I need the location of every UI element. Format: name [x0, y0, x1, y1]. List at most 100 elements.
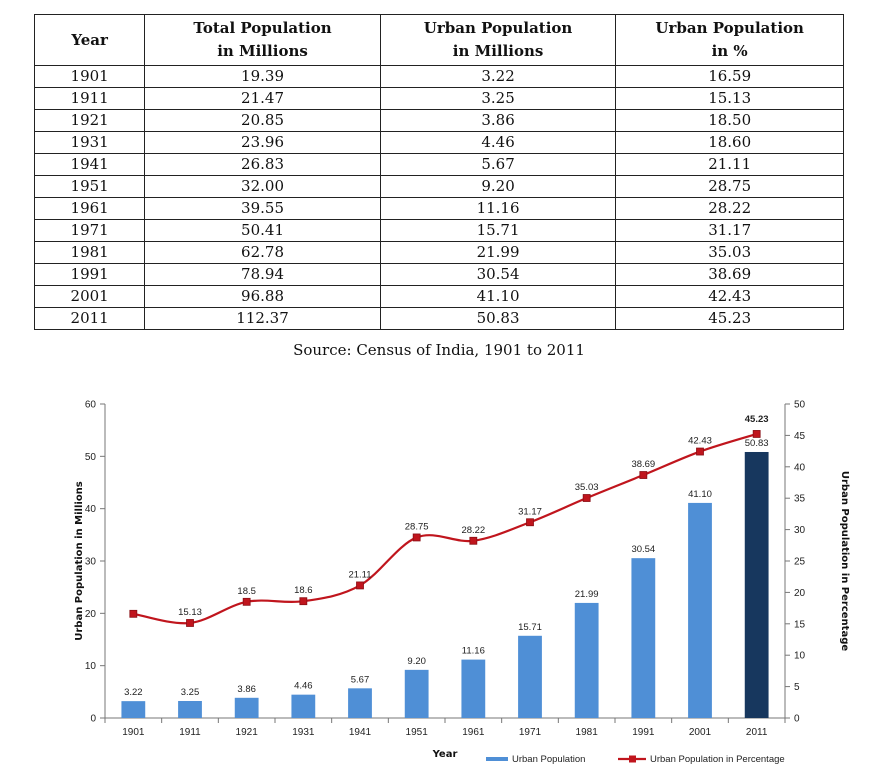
line-point [242, 597, 251, 606]
y-tick-label: 60 [85, 400, 97, 411]
column-header-line: in Millions [217, 42, 308, 60]
series-line-urban-percentage [133, 432, 757, 625]
table-row: 1951 32.00 9.20 28.75 [33, 175, 844, 198]
table-cell: 31.17 [615, 219, 844, 242]
table-cell: 28.75 [615, 175, 844, 198]
y-tick-label: 40 [85, 504, 97, 515]
bar-data-label: 5.67 [351, 674, 370, 685]
table-row: 1981 62.78 21.99 35.03 [33, 241, 844, 264]
line-data-label: 18.6 [294, 585, 313, 596]
table-cell: 1921 [33, 109, 146, 132]
y2-axis-title: Urban Population in Percentage [839, 471, 850, 651]
table-cell: 1901 [33, 65, 146, 88]
bar-data-label: 50.83 [745, 438, 769, 449]
x-tick-label: 1951 [406, 727, 429, 738]
table-row: 1931 23.96 4.46 18.60 [33, 131, 844, 154]
source-caption: Source: Census of India, 1901 to 2011 [293, 341, 585, 359]
table-cell: 39.55 [144, 197, 381, 220]
y2-tick-label: 50 [794, 400, 806, 411]
line-data-label: 21.11 [348, 569, 371, 580]
table-cell: 4.46 [379, 131, 617, 154]
table-cell: 21.47 [144, 87, 381, 110]
column-header-line: Year [71, 30, 108, 49]
table-cell: 78.94 [144, 263, 381, 286]
table-cell: 38.69 [615, 263, 844, 286]
line-point [469, 536, 478, 545]
bar-data-label: 41.10 [688, 489, 712, 500]
x-tick-label: 1921 [236, 727, 259, 738]
line-point [299, 597, 308, 606]
table-row: 1921 20.85 3.86 18.50 [33, 109, 844, 132]
table-cell: 32.00 [144, 175, 381, 198]
line-point [526, 518, 534, 527]
y2-tick-label: 35 [794, 494, 806, 505]
line-data-label: 18.5 [237, 586, 256, 597]
bar [631, 558, 656, 718]
y2-tick-label: 5 [794, 682, 800, 693]
y2-tick-label: 45 [794, 431, 806, 442]
table-cell: 28.22 [615, 197, 844, 220]
x-tick-label: 1901 [122, 727, 145, 738]
x-tick-label: 1941 [349, 727, 372, 738]
y2-tick-label: 0 [794, 714, 800, 725]
bar-data-label: 30.54 [631, 544, 655, 555]
table-cell: 11.16 [379, 197, 617, 220]
y-tick-label: 10 [85, 661, 97, 672]
y2-tick-label: 20 [794, 588, 806, 599]
x-tick-label: 1931 [292, 727, 315, 738]
table-cell: 18.60 [615, 131, 844, 154]
column-header-line: Urban Population [423, 19, 573, 37]
table-cell: 2001 [33, 285, 146, 308]
column-header-line: in Millions [452, 42, 544, 60]
column-header: Urban Population in Millions [379, 14, 617, 66]
line-point [582, 494, 591, 502]
table-cell: 35.03 [615, 241, 844, 264]
y-tick-label: 20 [85, 609, 97, 620]
bar-data-label: 9.20 [407, 656, 426, 667]
table-cell: 62.78 [144, 241, 381, 264]
bar-data-label: 15.71 [518, 622, 542, 633]
table-row: 2011 112.37 50.83 45.23 [33, 307, 844, 330]
table-cell: 50.41 [144, 219, 381, 242]
x-tick-label: 1911 [179, 727, 201, 738]
table-cell: 18.50 [615, 109, 844, 132]
table-cell: 26.83 [144, 153, 381, 176]
bar-data-label: 3.25 [181, 687, 200, 698]
bar-data-label: 3.86 [237, 684, 256, 695]
line-point [356, 581, 364, 590]
table-cell: 1911 [33, 87, 146, 110]
column-header-line: Urban Population [655, 19, 804, 37]
table-cell: 1961 [33, 197, 146, 220]
table-cell: 9.20 [379, 175, 617, 198]
table-row: 1941 26.83 5.67 21.11 [33, 153, 844, 176]
column-header-line: Total Population [193, 19, 332, 37]
line-point [412, 533, 421, 542]
column-header: Urban Population in % [615, 14, 844, 66]
column-header: Total Population in Millions [144, 14, 381, 66]
table-row: 1901 19.39 3.22 16.59 [33, 65, 844, 88]
y-tick-label: 30 [85, 557, 97, 568]
table-cell: 3.22 [379, 65, 617, 88]
table-row: 1971 50.41 15.71 31.17 [33, 219, 844, 242]
table-row: 2001 96.88 41.10 42.43 [33, 285, 844, 308]
table-cell: 2011 [33, 307, 146, 330]
table-cell: 112.37 [144, 307, 381, 330]
table-cell: 45.23 [615, 307, 844, 330]
line-data-label: 35.03 [575, 482, 599, 493]
population-table: Year Total Population in Millions Urban Pop… [33, 14, 844, 330]
y2-tick-label: 10 [794, 651, 806, 662]
legend-marker-urban-percentage [629, 755, 636, 763]
x-tick-label: 1961 [462, 727, 485, 738]
bar [574, 602, 599, 718]
bar-data-label: 11.16 [462, 646, 485, 657]
table-row: 1961 39.55 11.16 28.22 [33, 197, 844, 220]
bar [348, 688, 372, 718]
table-cell: 23.96 [144, 131, 381, 154]
table-cell: 1971 [33, 219, 146, 242]
table-cell: 96.88 [144, 285, 381, 308]
y2-tick-label: 40 [794, 462, 806, 473]
y-tick-label: 0 [90, 714, 96, 725]
table-cell: 1951 [33, 175, 146, 198]
bar [234, 697, 259, 718]
table-cell: 41.10 [379, 285, 617, 308]
